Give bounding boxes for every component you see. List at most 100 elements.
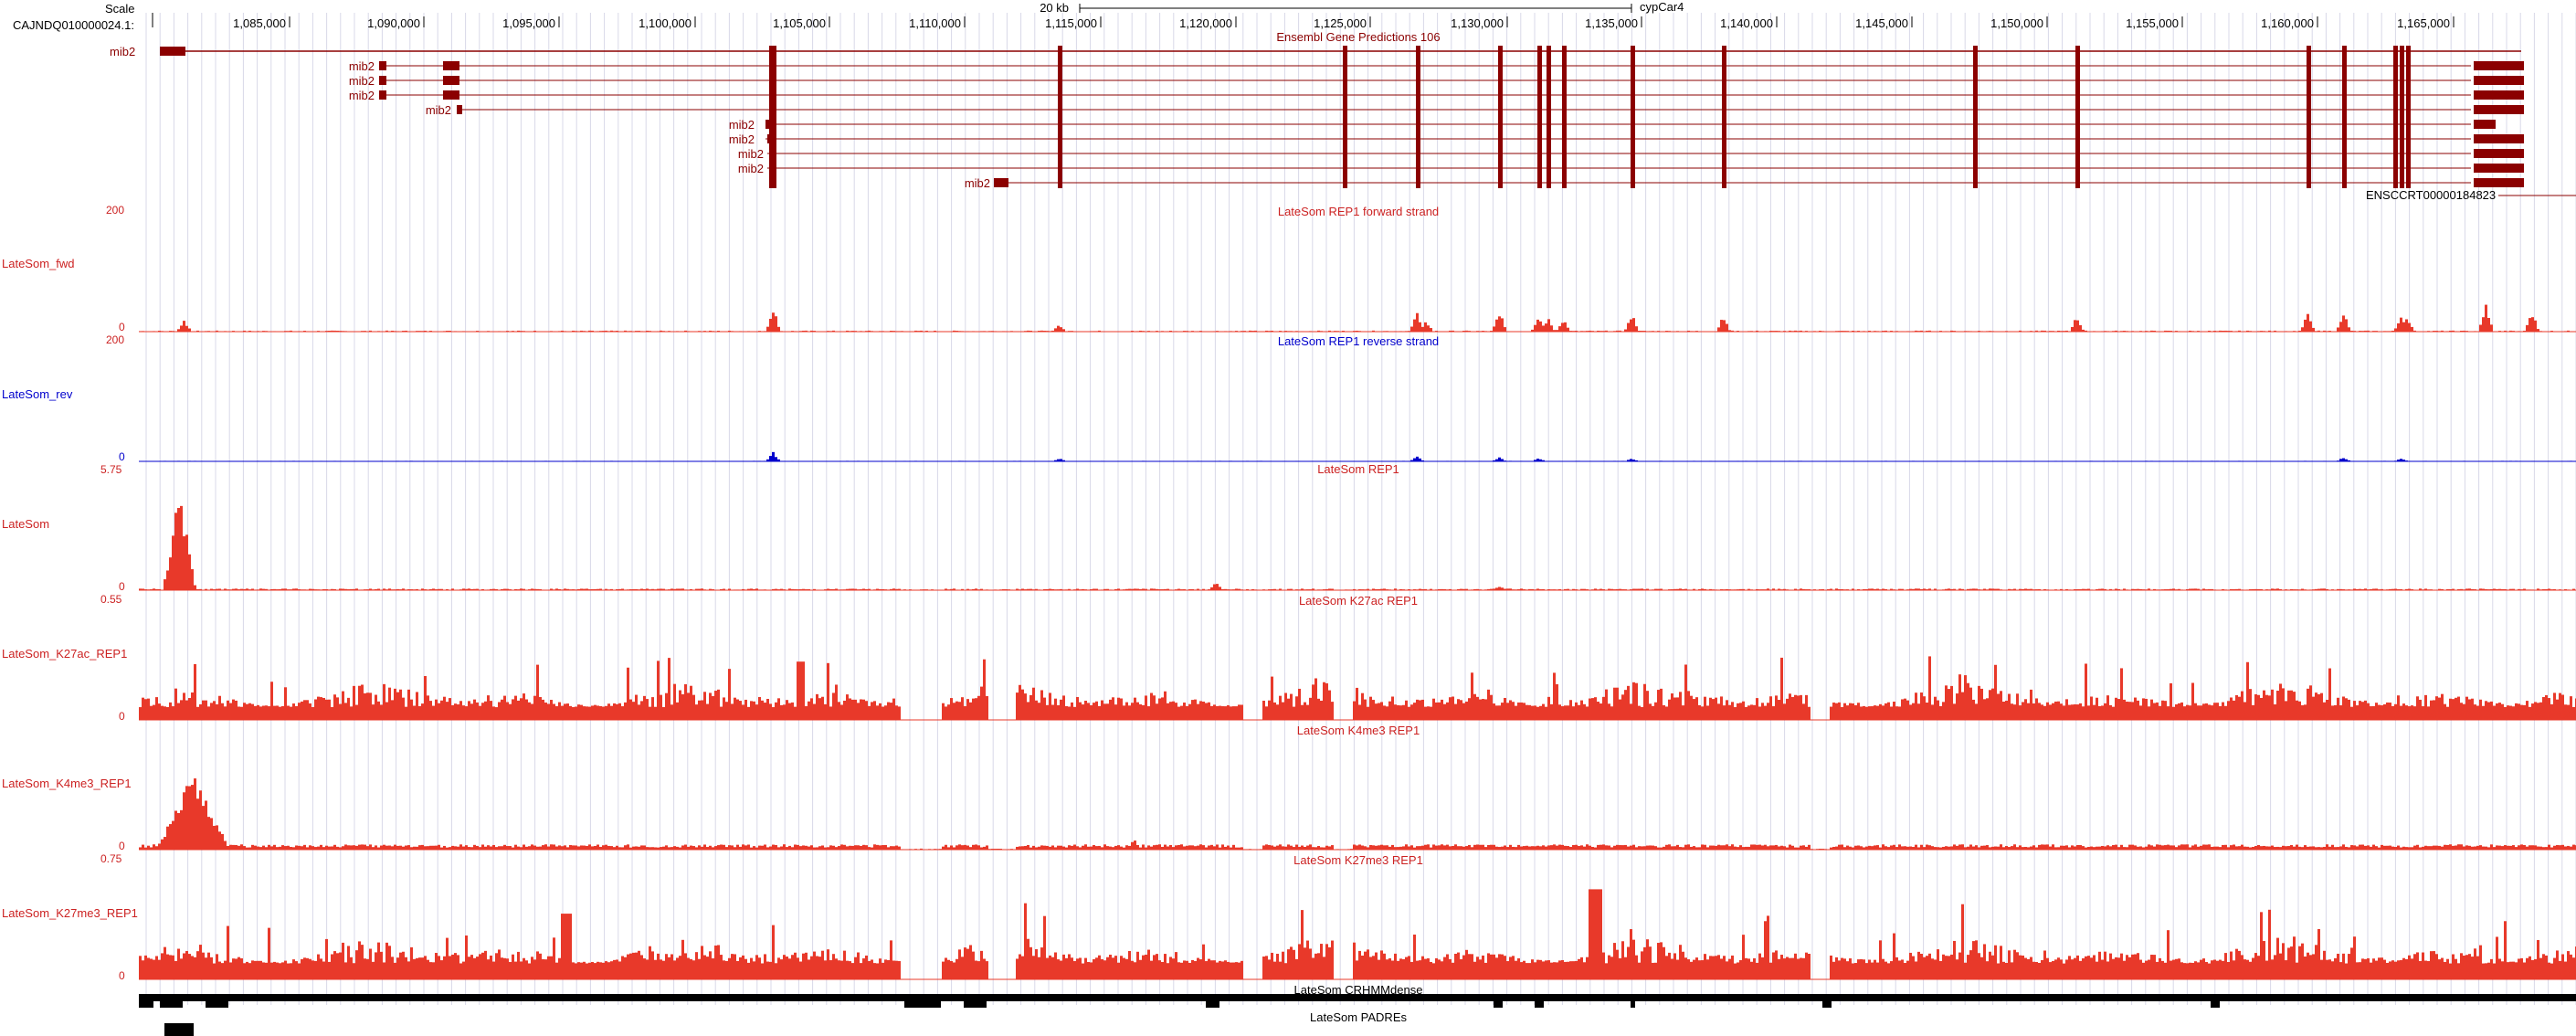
signal-bar <box>1279 588 1282 590</box>
signal-bar <box>470 460 473 461</box>
signal-bar <box>808 846 810 850</box>
signal-bar <box>1284 846 1287 850</box>
signal-bar <box>632 702 635 720</box>
signal-bar <box>1608 845 1610 850</box>
signal-bar <box>1424 706 1427 720</box>
signal-bar <box>1230 706 1232 720</box>
signal-bar <box>577 962 580 979</box>
signal-bar <box>1753 589 1756 590</box>
signal-bar <box>1808 589 1811 590</box>
exon-column <box>2400 46 2404 188</box>
signal-bar <box>1191 331 1194 332</box>
track-label-k27me3[interactable]: LateSom_K27me3_REP1 <box>2 906 138 920</box>
signal-bar <box>2441 330 2444 332</box>
signal-bar <box>2550 963 2553 979</box>
track-label-k27ac[interactable]: LateSom_K27ac_REP1 <box>2 647 128 661</box>
signal-bar <box>2553 692 2556 720</box>
signal-bar <box>1791 460 1794 461</box>
signal-bar <box>594 846 596 850</box>
signal-bar <box>1895 957 1898 979</box>
signal-bar <box>169 331 172 332</box>
signal-bar <box>344 588 347 590</box>
signal-bar <box>1386 331 1388 332</box>
signal-bar <box>1665 844 1668 850</box>
signal-bar <box>243 846 246 850</box>
signal-bar <box>1561 706 1564 720</box>
signal-bar <box>1454 703 1457 720</box>
signal-bar <box>2175 589 2178 590</box>
track-label-latesom[interactable]: LateSom <box>2 517 50 531</box>
signal-bar <box>421 331 424 332</box>
signal-bar <box>2208 963 2211 979</box>
signal-bar <box>2405 319 2408 332</box>
signal-bar <box>174 688 177 720</box>
signal-bar <box>753 701 755 720</box>
signal-bar <box>1476 588 1479 590</box>
signal-bar <box>1567 327 1569 332</box>
signal-bar <box>1780 589 1783 590</box>
signal-bar <box>1610 847 1613 850</box>
signal-bar <box>1199 959 1202 979</box>
signal-bar <box>1684 844 1687 850</box>
signal-bar <box>1046 957 1049 979</box>
signal-bar <box>1416 456 1419 461</box>
signal-bar <box>1068 706 1071 720</box>
signal-bar <box>2375 588 2378 590</box>
signal-bar <box>558 845 561 850</box>
signal-bar <box>980 950 983 979</box>
signal-bar <box>270 846 273 850</box>
signal-bar <box>827 847 829 850</box>
signal-bar <box>2079 324 2082 332</box>
signal-bar <box>1539 459 1542 461</box>
signal-bar <box>2238 460 2241 461</box>
signal-bar <box>2115 844 2117 850</box>
signal-bar <box>717 945 720 979</box>
signal-bar <box>857 589 860 590</box>
signal-bar <box>799 331 802 332</box>
signal-bar <box>651 847 654 850</box>
signal-bar <box>1073 961 1076 979</box>
signal-bar <box>1460 588 1462 590</box>
signal-bar <box>1890 845 1893 850</box>
signal-bar <box>342 691 344 720</box>
signal-bar <box>1139 588 1142 590</box>
signal-bar <box>1608 703 1610 720</box>
signal-bar <box>1964 847 1967 850</box>
signal-bar <box>2060 588 2063 590</box>
signal-bar <box>2556 844 2559 850</box>
signal-bar <box>1868 845 1871 850</box>
signal-bar <box>2030 331 2032 332</box>
signal-bar <box>999 849 1002 850</box>
signal-bar <box>1832 846 1835 850</box>
signal-bar <box>481 844 484 850</box>
signal-bar <box>1090 331 1093 332</box>
signal-bar <box>2391 960 2394 979</box>
signal-bar <box>849 845 851 850</box>
signal-bar <box>1726 700 1728 720</box>
signal-bar <box>2471 846 2474 850</box>
track-label-rev[interactable]: LateSom_rev <box>2 387 73 401</box>
signal-bar <box>1372 330 1375 332</box>
signal-bar <box>2501 460 2504 461</box>
signal-bar <box>481 703 484 720</box>
signal-bar <box>161 705 164 720</box>
gene-track-label[interactable]: mib2 <box>110 45 136 58</box>
signal-bar <box>1909 704 1912 720</box>
signal-bar <box>476 845 479 850</box>
signal-bar <box>476 702 479 720</box>
signal-bar <box>292 460 295 461</box>
signal-bar <box>1427 844 1430 850</box>
signal-bar <box>947 589 950 590</box>
signal-bar <box>2287 947 2290 979</box>
signal-bar <box>1901 699 1904 720</box>
track-label-k4me3[interactable]: LateSom_K4me3_REP1 <box>2 777 132 790</box>
signal-bar <box>1860 958 1863 979</box>
signal-bar <box>2060 845 2063 850</box>
track-label-fwd[interactable]: LateSom_fwd <box>2 257 75 270</box>
signal-bar <box>2446 958 2449 979</box>
signal-bar <box>1737 962 1739 979</box>
signal-bar <box>2000 589 2002 590</box>
signal-bar <box>1112 697 1114 720</box>
signal-bar <box>676 702 679 720</box>
